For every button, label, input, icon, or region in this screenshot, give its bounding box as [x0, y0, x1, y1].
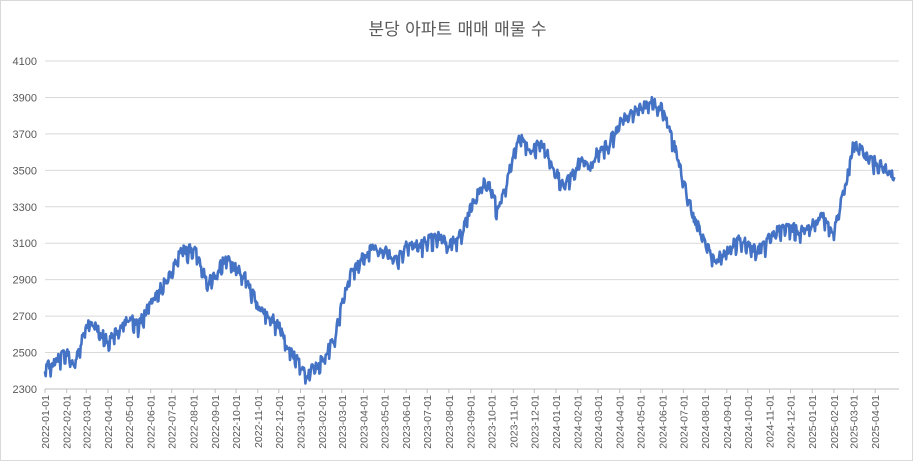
series-line — [43, 95, 896, 385]
x-axis-tick-labels: 2022-01-01 2022-02-01 2022-03-01 2022-04-01… — [40, 389, 882, 449]
x-tick-label: 2022-11-01 — [253, 395, 265, 448]
x-tick-label: 2023-06-01 — [401, 395, 413, 449]
x-tick-label: 2022-08-01 — [188, 395, 200, 449]
x-tick-label: 2022-03-01 — [81, 395, 93, 449]
x-tick-label: 2022-10-01 — [231, 395, 243, 449]
x-tick-label: 2022-07-01 — [167, 395, 179, 449]
y-tick-label: 2900 — [13, 275, 37, 287]
x-tick-label: 2023-02-01 — [317, 395, 329, 449]
chart-title: 분당 아파트 매매 매물 수 — [368, 20, 547, 40]
y-tick-label: 3500 — [13, 165, 37, 177]
x-tick-label: 2023-01-01 — [296, 395, 308, 449]
x-tick-label: 2024-11-01 — [765, 395, 777, 448]
x-tick-label: 2024-02-01 — [573, 395, 585, 449]
y-axis-tick-labels: 2300 2500 2700 2900 3100 3300 3500 3700 3900 4100 — [13, 56, 37, 396]
x-tick-label: 2024-09-01 — [722, 395, 734, 449]
x-tick-label: 2024-08-01 — [700, 395, 712, 449]
x-tick-label: 2023-03-01 — [337, 395, 349, 449]
series-layer — [43, 95, 896, 385]
x-tick-label: 2023-08-01 — [444, 395, 456, 449]
x-tick-label: 2022-02-01 — [62, 395, 74, 449]
x-tick-label: 2025-01-01 — [807, 395, 819, 449]
y-tick-label: 3700 — [13, 129, 37, 141]
gridlines — [45, 60, 899, 390]
x-tick-label: 2022-12-01 — [274, 395, 286, 449]
x-tick-label: 2022-04-01 — [103, 395, 115, 449]
x-tick-label: 2024-01-01 — [551, 395, 563, 449]
y-tick-label: 4100 — [13, 56, 37, 68]
x-tick-label: 2022-09-01 — [210, 395, 222, 449]
y-tick-label: 2300 — [13, 384, 37, 396]
x-tick-label: 2024-04-01 — [615, 395, 627, 449]
x-tick-label: 2024-05-01 — [636, 395, 648, 449]
x-tick-label: 2022-01-01 — [40, 395, 52, 449]
y-tick-label: 3900 — [13, 92, 37, 104]
y-tick-label: 3100 — [13, 238, 37, 250]
x-tick-label: 2025-03-01 — [849, 395, 861, 449]
y-tick-label: 3300 — [13, 202, 37, 214]
x-tick-label: 2023-10-01 — [487, 395, 499, 449]
x-tick-label: 2024-06-01 — [657, 395, 669, 449]
x-tick-label: 2023-07-01 — [422, 395, 434, 449]
x-tick-label: 2024-03-01 — [593, 395, 605, 449]
x-tick-label: 2023-04-01 — [359, 395, 371, 449]
x-tick-label: 2023-09-01 — [466, 395, 478, 449]
x-tick-label: 2023-05-01 — [380, 395, 392, 449]
x-tick-label: 2022-06-01 — [146, 395, 158, 449]
x-tick-label: 2024-12-01 — [786, 395, 798, 449]
x-tick-label: 2022-05-01 — [124, 395, 136, 449]
y-tick-label: 2700 — [13, 311, 37, 323]
x-tick-label: 2025-04-01 — [870, 395, 882, 449]
x-tick-label: 2023-12-01 — [529, 395, 541, 449]
x-tick-label: 2024-10-01 — [743, 395, 755, 449]
x-tick-label: 2025-02-01 — [829, 395, 841, 449]
x-tick-label: 2024-07-01 — [678, 395, 690, 449]
y-tick-label: 2500 — [13, 348, 37, 360]
x-tick-label: 2023-11-01 — [508, 395, 520, 448]
